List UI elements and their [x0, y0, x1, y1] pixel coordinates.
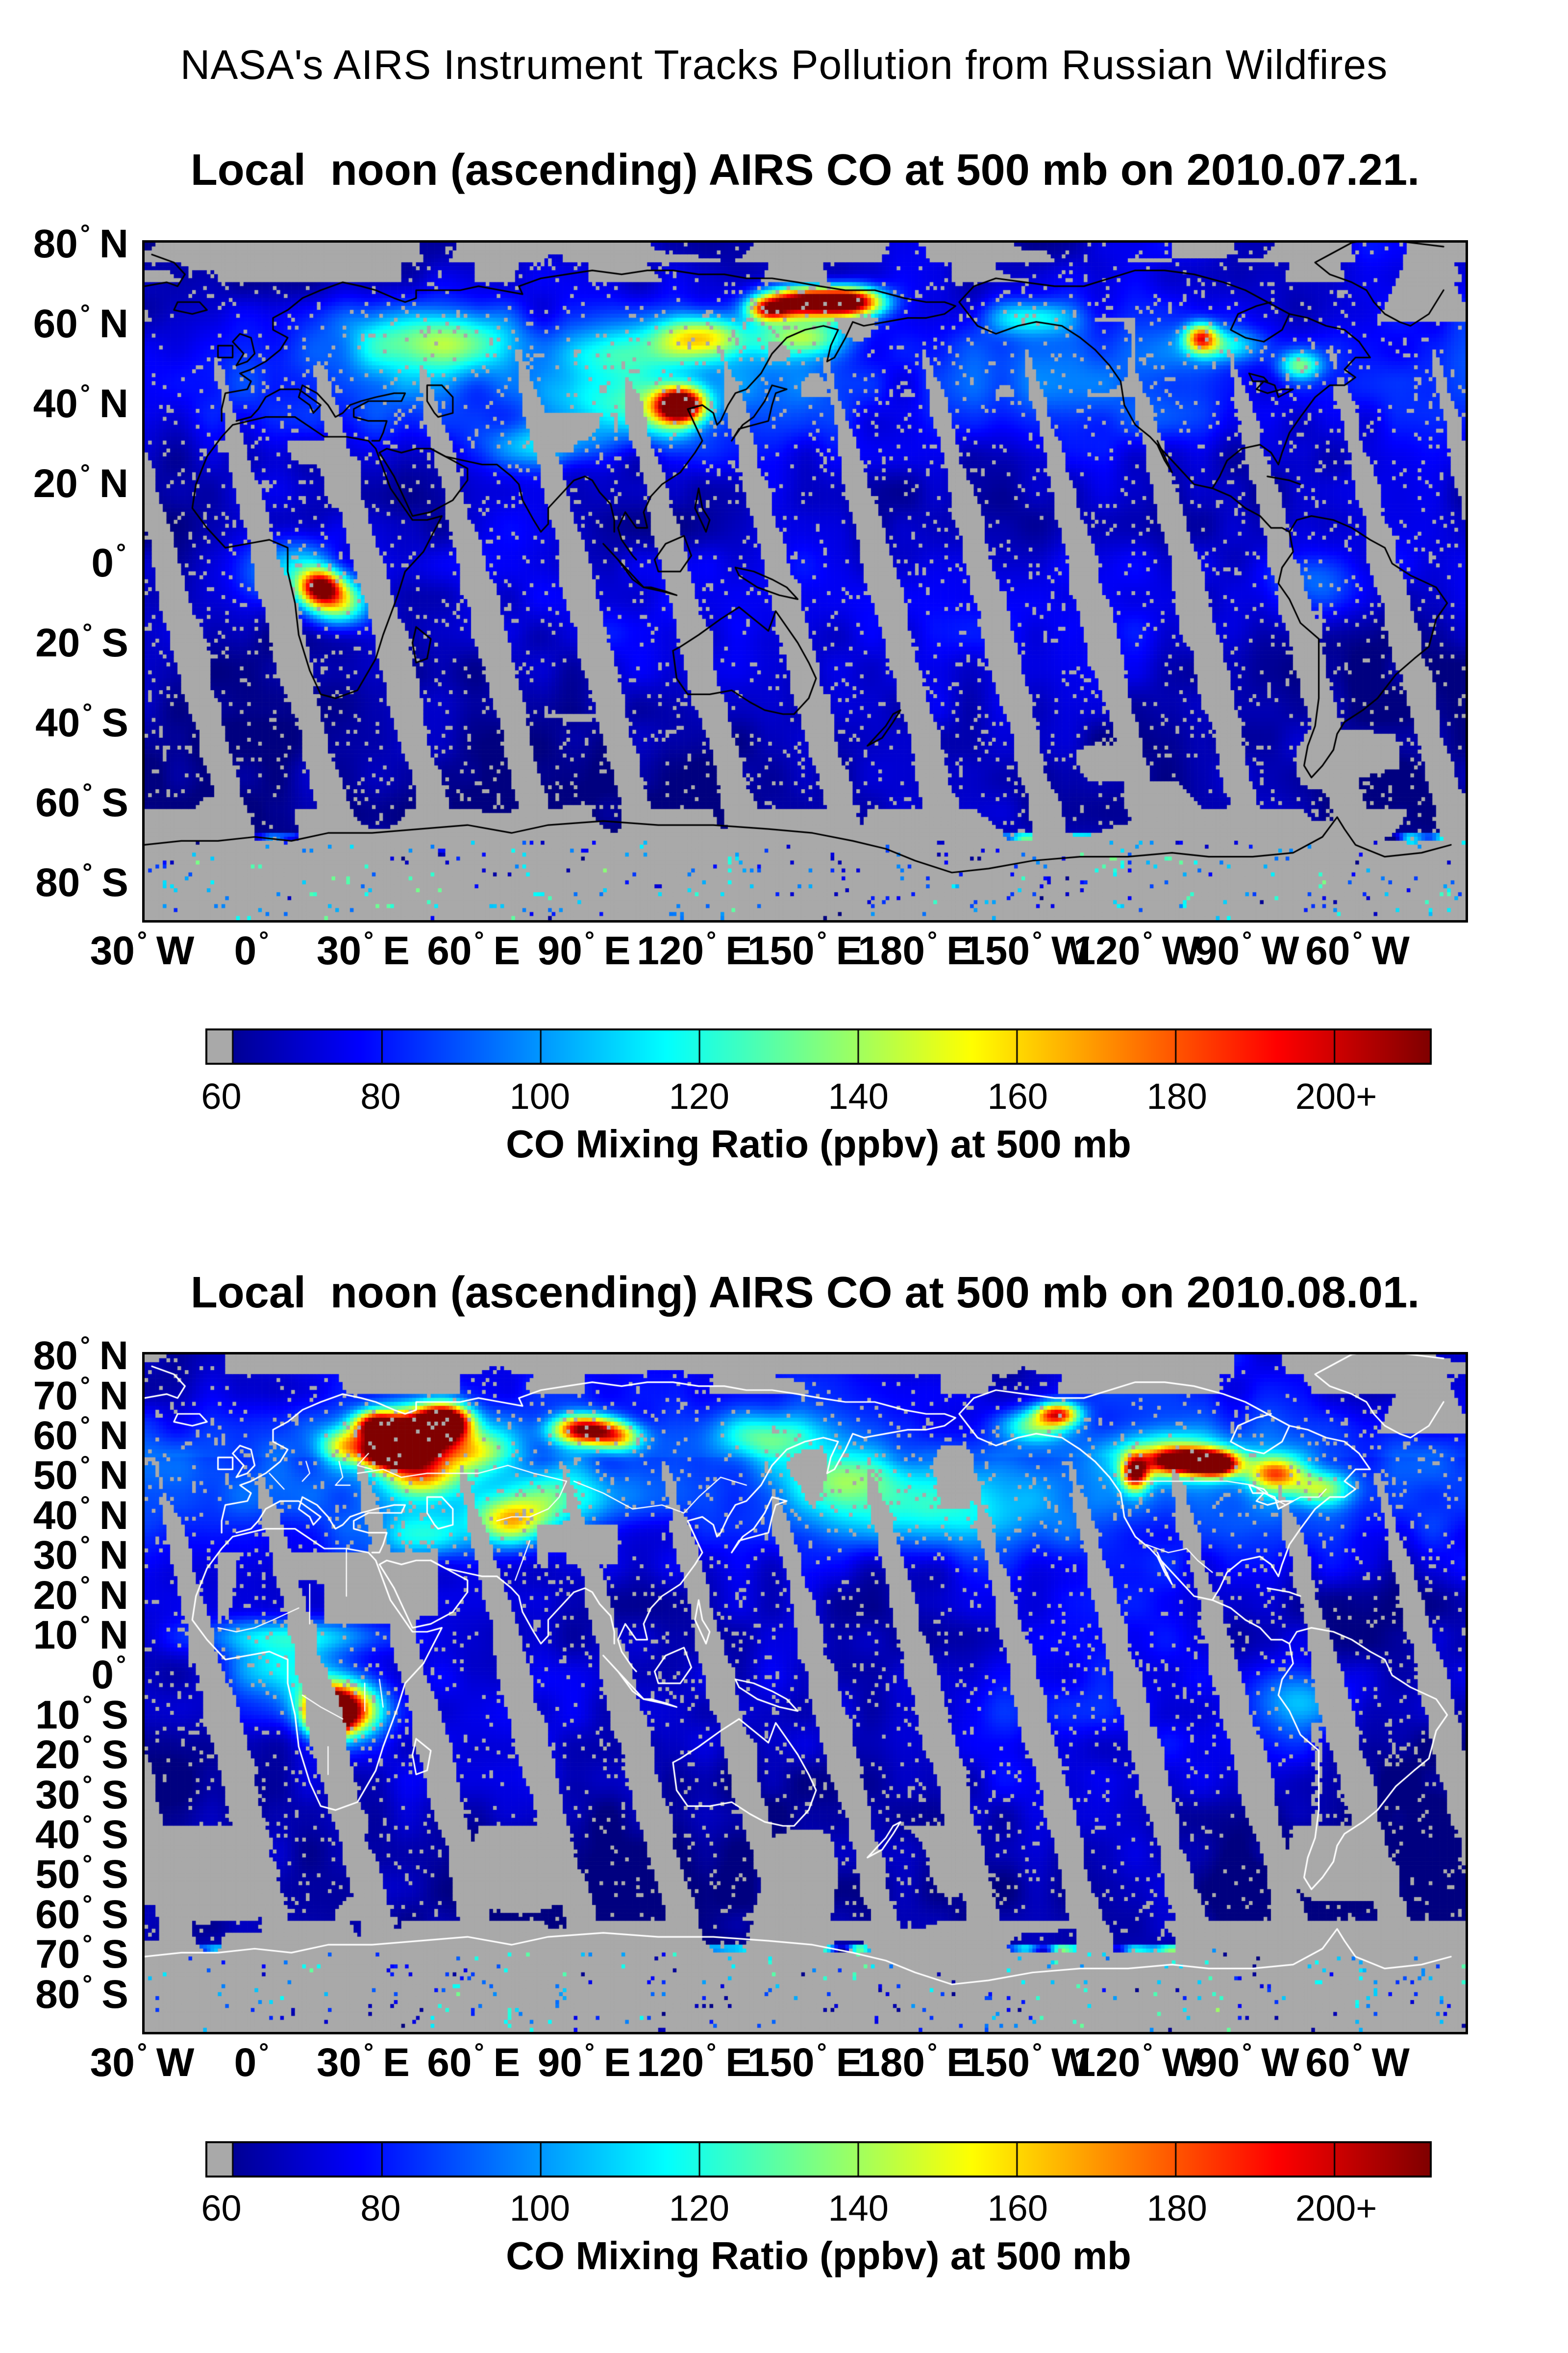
lon-tick-label: 120 ° E [637, 2038, 752, 2085]
panel-2-colorbar-caption: CO Mixing Ratio (ppbv) at 500 mb [506, 2234, 1131, 2278]
lon-tick-label: 60 ° W [1305, 926, 1410, 973]
lon-tick-label: 150 ° W [963, 926, 1090, 973]
panel-1-colorbar [205, 1028, 1432, 1065]
lat-tick-label: 80 ° N [33, 220, 128, 267]
lon-tick-label: 30 ° W [90, 926, 195, 973]
lat-tick-label: 0 ° [91, 1651, 126, 1698]
lon-tick-label: 30 ° W [90, 2038, 195, 2085]
colorbar-tick-label: 100 [509, 2188, 571, 2228]
lat-tick-label: 40 ° N [33, 379, 128, 426]
lon-tick-label: 120 ° W [1073, 926, 1200, 973]
lon-tick-label: 60 ° E [427, 926, 521, 973]
lat-tick-label: 70 ° S [35, 1930, 128, 1977]
lat-tick-label: 60 ° S [35, 1890, 128, 1937]
panel-1-colorbar-canvas [207, 1030, 1430, 1063]
colorbar-tick-label: 60 [201, 1076, 242, 1117]
colorbar-tick-label: 80 [360, 2188, 401, 2228]
lon-tick-label: 180 ° E [858, 926, 973, 973]
lon-tick-label: 30 ° E [316, 926, 410, 973]
panel-1-map [142, 240, 1468, 923]
lat-tick-label: 20 ° S [35, 619, 128, 666]
panel-2-map [142, 1352, 1468, 2034]
lat-tick-label: 80 ° N [33, 1331, 128, 1378]
panel-1-colorbar-caption: CO Mixing Ratio (ppbv) at 500 mb [506, 1122, 1131, 1166]
colorbar-tick-label: 180 [1146, 1076, 1207, 1117]
colorbar-tick-label: 80 [360, 1076, 401, 1117]
colorbar-tick-label: 180 [1146, 2188, 1207, 2228]
lon-tick-label: 150 ° W [963, 2038, 1090, 2085]
colorbar-tick-label: 140 [828, 2188, 889, 2228]
lon-tick-label: 120 ° E [637, 926, 752, 973]
lat-tick-label: 0 ° [91, 539, 126, 586]
lat-tick-label: 60 ° S [35, 778, 128, 825]
lon-tick-label: 30 ° W [90, 2038, 195, 2085]
lat-tick-label: 40 ° N [33, 1491, 128, 1538]
lat-tick-label: 20 ° N [33, 1571, 128, 1618]
panel-2-colorbar [205, 2141, 1432, 2178]
lat-tick-label: 20 ° N [33, 459, 128, 506]
lat-tick-label: 50 ° S [35, 1850, 128, 1897]
lon-tick-label: 120 ° W [1073, 2038, 1200, 2085]
lat-tick-label: 20 ° S [35, 1730, 128, 1777]
lon-tick-label: 60 ° W [1305, 2038, 1410, 2085]
lat-tick-label: 60 ° N [33, 1411, 128, 1458]
lon-tick-label: 0 ° [234, 926, 269, 973]
colorbar-tick-label: 200+ [1295, 2188, 1377, 2228]
page-title: NASA's AIRS Instrument Tracks Pollution … [180, 42, 1388, 88]
lon-tick-label: 150 ° E [747, 2038, 863, 2085]
lon-tick-label: 30 ° W [90, 926, 195, 973]
panel-1-heatmap-canvas [145, 243, 1466, 920]
lat-tick-label: 40 ° S [35, 1810, 128, 1857]
colorbar-tick-label: 100 [509, 1076, 571, 1117]
lat-tick-label: 50 ° N [33, 1451, 128, 1498]
colorbar-tick-label: 200+ [1295, 1076, 1377, 1117]
lon-tick-label: 90 ° E [537, 2038, 631, 2085]
lat-tick-label: 80 ° S [35, 1970, 128, 2017]
lon-tick-label: 90 ° W [1195, 926, 1299, 973]
colorbar-tick-label: 120 [669, 1076, 730, 1117]
colorbar-tick-label: 140 [828, 1076, 889, 1117]
panel-1-title: Local noon (ascending) AIRS CO at 500 mb… [190, 146, 1420, 195]
colorbar-tick-label: 160 [987, 1076, 1048, 1117]
panel-2-title: Local noon (ascending) AIRS CO at 500 mb… [190, 1268, 1420, 1317]
colorbar-tick-label: 120 [669, 2188, 730, 2228]
colorbar-tick-label: 60 [201, 2188, 242, 2228]
lon-tick-label: 90 ° W [1195, 2038, 1299, 2085]
lon-tick-label: 180 ° E [858, 2038, 973, 2085]
panel-2-colorbar-canvas [207, 2143, 1430, 2176]
lat-tick-label: 80 ° S [35, 858, 128, 905]
colorbar-tick-label: 160 [987, 2188, 1048, 2228]
lon-tick-label: 30 ° E [316, 2038, 410, 2085]
lon-tick-label: 60 ° E [427, 2038, 521, 2085]
lon-tick-label: 90 ° E [537, 926, 631, 973]
lat-tick-label: 10 ° N [33, 1610, 128, 1657]
lat-tick-label: 10 ° S [35, 1690, 128, 1737]
lat-tick-label: 70 ° N [33, 1371, 128, 1418]
lon-tick-label: 150 ° E [747, 926, 863, 973]
lat-tick-label: 60 ° N [33, 299, 128, 346]
lat-tick-label: 30 ° N [33, 1531, 128, 1578]
lat-tick-label: 40 ° S [35, 698, 128, 745]
lon-tick-label: 0 ° [234, 2038, 269, 2085]
panel-2-heatmap-canvas [145, 1354, 1466, 2032]
lat-tick-label: 30 ° S [35, 1770, 128, 1817]
